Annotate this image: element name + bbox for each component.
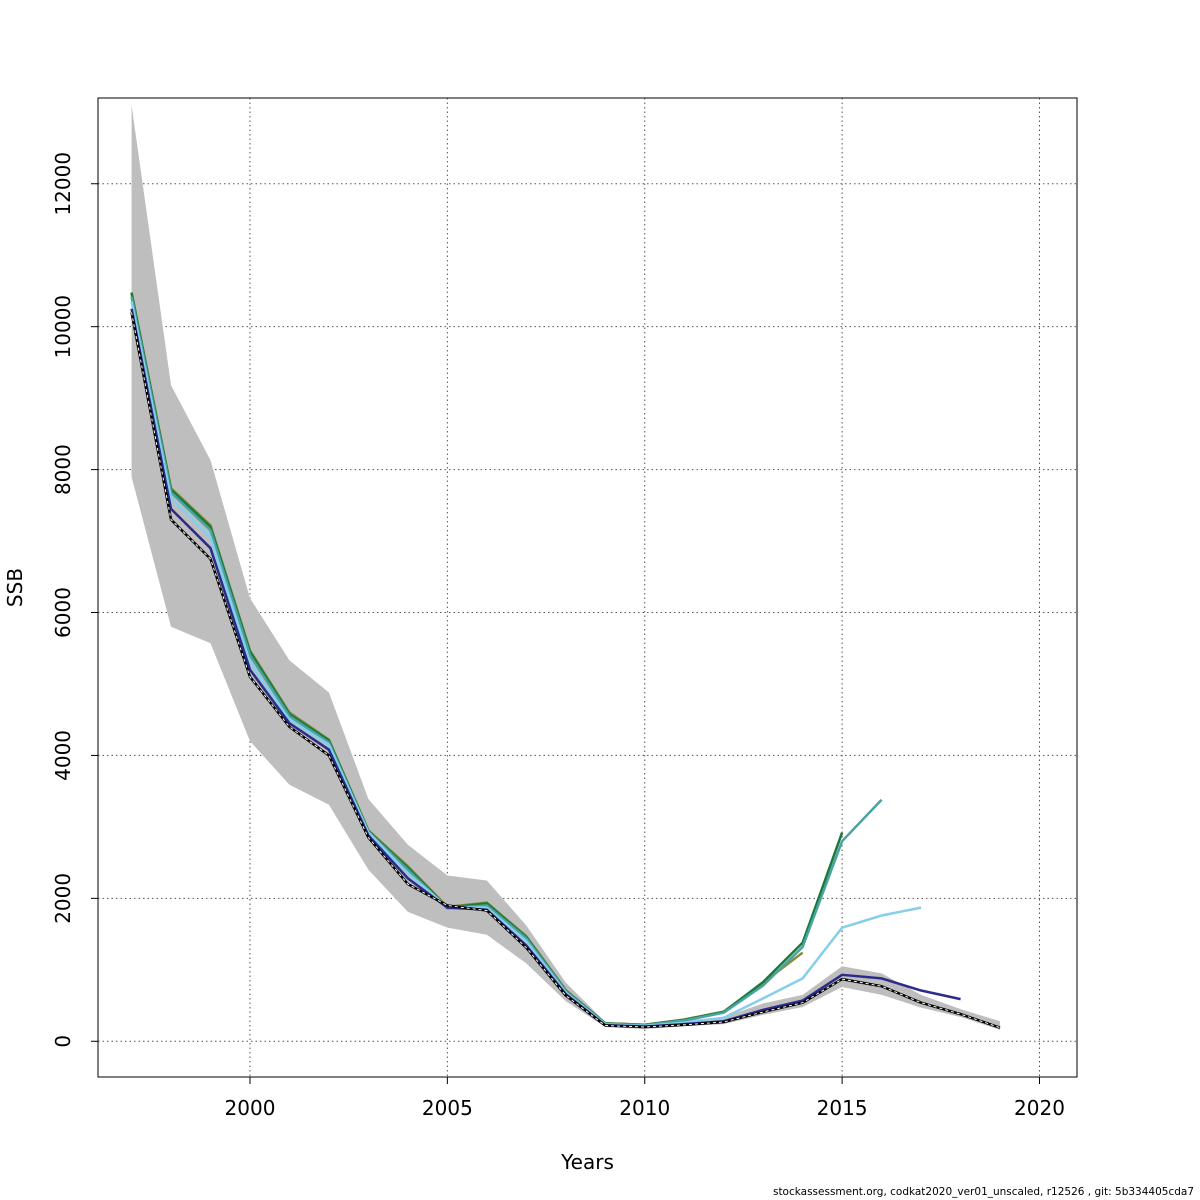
series-dashed-overlay <box>131 312 1001 1029</box>
y-tick-label: 4000 <box>51 730 75 781</box>
y-tick-label: 2000 <box>51 873 75 924</box>
x-axis: 2000 2005 2010 2015 2020 <box>225 1076 1065 1120</box>
series-line-4 <box>130 296 883 1027</box>
x-tick-label: 2010 <box>619 1096 670 1120</box>
y-axis-title: SSB <box>3 568 27 607</box>
y-tick-label: 10000 <box>51 295 75 359</box>
y-tick-label: 12000 <box>51 152 75 216</box>
confidence-band <box>131 105 1001 1030</box>
x-tick-label: 2005 <box>422 1096 473 1120</box>
y-axis: 0 2000 4000 6000 8000 10000 12000 <box>51 152 99 1048</box>
x-tick-label: 2000 <box>225 1096 276 1120</box>
x-tick-label: 2015 <box>817 1096 868 1120</box>
y-tick-label: 0 <box>51 1035 75 1048</box>
x-tick-label: 2020 <box>1014 1096 1065 1120</box>
confidence-band-layer <box>131 105 1001 1030</box>
series-layer <box>130 292 1001 1029</box>
x-axis-title: Years <box>560 1150 614 1174</box>
footer-source: stockassessment.org, codkat2020_ver01_un… <box>772 1186 1194 1198</box>
series-line-3 <box>130 301 922 1028</box>
y-tick-label: 8000 <box>51 444 75 495</box>
y-tick-label: 6000 <box>51 587 75 638</box>
